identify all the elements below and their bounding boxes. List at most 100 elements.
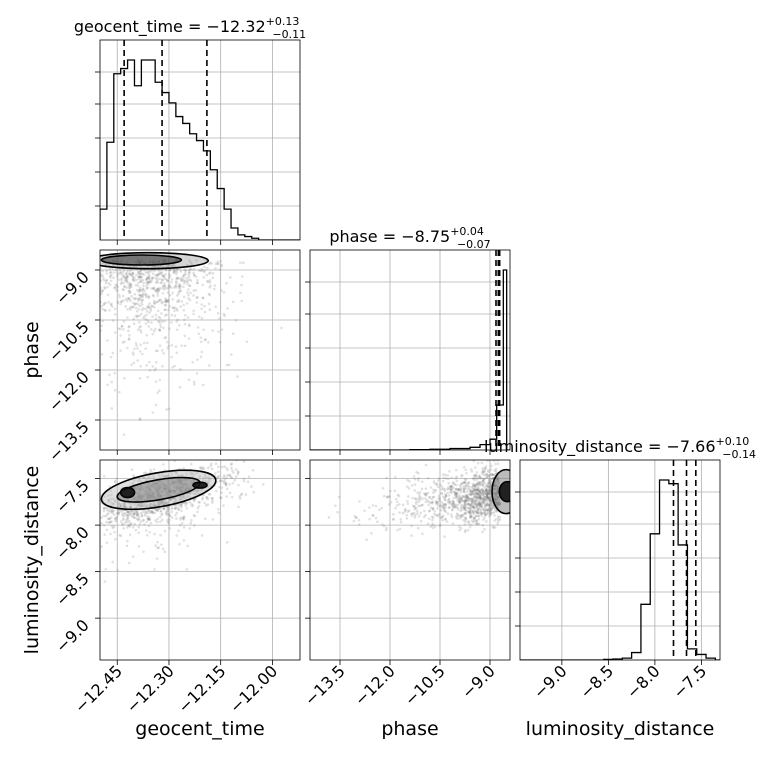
sample-point: [419, 511, 423, 515]
sample-point: [159, 533, 162, 537]
sample-point: [352, 519, 356, 523]
sample-point: [222, 479, 226, 483]
sample-point: [460, 473, 464, 477]
sample-point: [490, 506, 493, 510]
sample-point: [151, 411, 155, 414]
sample-point: [196, 281, 200, 285]
sample-point: [389, 500, 393, 504]
sample-point: [122, 433, 126, 436]
x-tick-label-phase: −9.0: [458, 661, 499, 702]
sample-point: [164, 501, 168, 505]
sample-point: [466, 499, 470, 503]
sample-point: [125, 271, 129, 274]
density-contour: [192, 481, 208, 489]
sample-point: [485, 485, 489, 489]
sample-point: [450, 484, 454, 488]
sample-point: [494, 469, 498, 473]
sample-point: [144, 295, 148, 299]
sample-point: [114, 500, 117, 503]
sample-point: [474, 514, 478, 518]
sample-point: [136, 315, 139, 319]
sample-point: [127, 338, 131, 341]
sample-point: [187, 297, 190, 300]
sample-point: [477, 501, 481, 505]
sample-point: [462, 466, 466, 469]
sample-point: [240, 275, 244, 278]
sample-point: [429, 525, 433, 529]
sample-point: [492, 506, 495, 510]
sample-point: [154, 276, 157, 280]
sample-point: [455, 495, 458, 499]
sample-point: [445, 494, 448, 497]
sample-point: [428, 496, 432, 499]
sample-point: [119, 520, 123, 523]
sample-point: [488, 485, 492, 489]
sample-point: [488, 498, 491, 502]
sample-point: [198, 475, 201, 479]
sample-point: [478, 475, 482, 478]
sample-point: [471, 505, 475, 509]
sample-point: [94, 267, 97, 270]
sample-point: [482, 494, 485, 498]
sample-point: [469, 516, 472, 519]
sample-point: [237, 456, 240, 459]
panel-frame: [309, 459, 511, 661]
sample-point: [463, 501, 467, 505]
sample-point: [149, 503, 153, 506]
sample-point: [113, 499, 117, 503]
sample-point: [148, 516, 151, 519]
sample-point: [179, 498, 183, 501]
sample-point: [103, 495, 106, 498]
sample-point: [467, 502, 471, 506]
sample-point: [393, 475, 397, 479]
sample-point: [493, 519, 496, 522]
sample-point: [135, 310, 139, 313]
sample-point: [148, 518, 152, 521]
sample-point: [154, 289, 158, 293]
sample-point: [104, 301, 107, 305]
sample-point: [232, 471, 235, 474]
sample-point: [90, 531, 93, 534]
sample-point: [437, 485, 440, 489]
sample-point: [216, 260, 220, 264]
sample-point: [163, 501, 166, 505]
sample-point: [459, 515, 463, 518]
sample-point: [178, 289, 182, 293]
sample-point: [161, 274, 165, 277]
sample-point: [126, 346, 129, 350]
sample-point: [107, 512, 110, 515]
sample-point: [242, 479, 246, 483]
sample-point: [485, 508, 488, 511]
sample-point: [488, 497, 491, 501]
sample-point: [207, 481, 210, 484]
sample-point: [125, 506, 128, 509]
sample-point: [488, 500, 491, 503]
sample-point: [398, 527, 402, 531]
sample-point: [187, 324, 191, 328]
sample-point: [481, 489, 485, 493]
sample-point: [482, 482, 485, 486]
sample-point: [491, 503, 494, 506]
sample-point: [478, 490, 482, 494]
sample-point: [117, 293, 121, 297]
sample-point: [463, 477, 467, 481]
sample-point: [123, 504, 127, 508]
sample-point: [475, 471, 479, 474]
sample-point: [462, 504, 466, 508]
sample-point: [152, 474, 156, 478]
sample-point: [152, 301, 156, 305]
sample-point: [163, 282, 166, 285]
sample-point: [483, 527, 486, 531]
sample-point: [415, 470, 418, 474]
sample-point: [146, 271, 149, 275]
sample-point: [424, 500, 428, 504]
sample-point: [152, 503, 156, 506]
sample-point: [176, 276, 180, 279]
sample-point: [113, 286, 116, 290]
sample-point: [188, 278, 191, 281]
sample-point: [121, 288, 125, 291]
sample-point: [440, 516, 444, 519]
sample-point: [455, 493, 459, 497]
sample-point: [477, 502, 481, 506]
sample-point: [138, 288, 142, 292]
